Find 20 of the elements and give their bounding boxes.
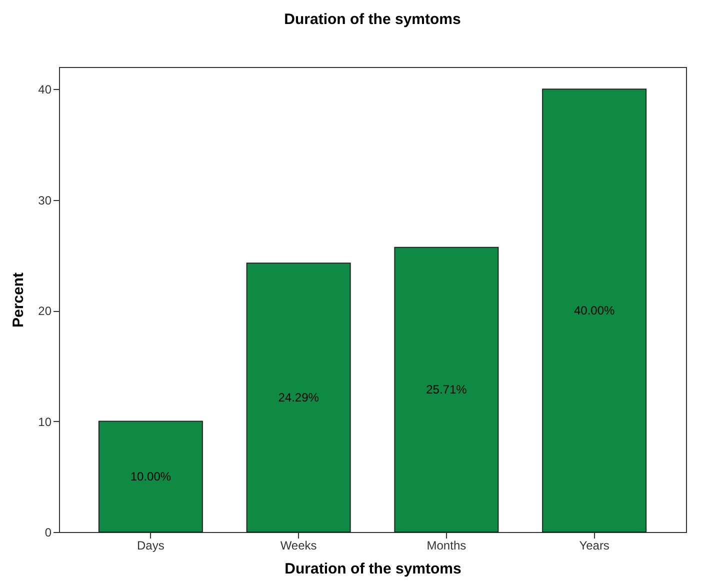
data-label: 24.29% (278, 390, 320, 405)
data-label: 10.00% (130, 470, 172, 484)
bar (98, 420, 203, 532)
x-tick-label: Months (426, 538, 466, 552)
x-axis-title: Duration of the symtoms (284, 560, 462, 578)
y-tick-label: 30 (38, 193, 52, 208)
x-tick-label: Days (137, 538, 164, 552)
y-tick-label: 10 (38, 414, 52, 429)
data-label: 40.00% (574, 304, 615, 318)
data-label: 25.71% (426, 382, 468, 397)
y-axis-title: Percent (10, 272, 28, 328)
bar (394, 246, 499, 532)
x-tick-label: Years (579, 538, 610, 552)
chart-title: Duration of the symtoms (284, 11, 461, 28)
bar (542, 88, 647, 532)
bar (246, 262, 351, 532)
y-tick-label: 40 (38, 82, 52, 97)
y-tick-label: 0 (44, 526, 52, 540)
x-tick-label: Weeks (280, 538, 317, 552)
y-tick-label: 20 (38, 304, 52, 318)
